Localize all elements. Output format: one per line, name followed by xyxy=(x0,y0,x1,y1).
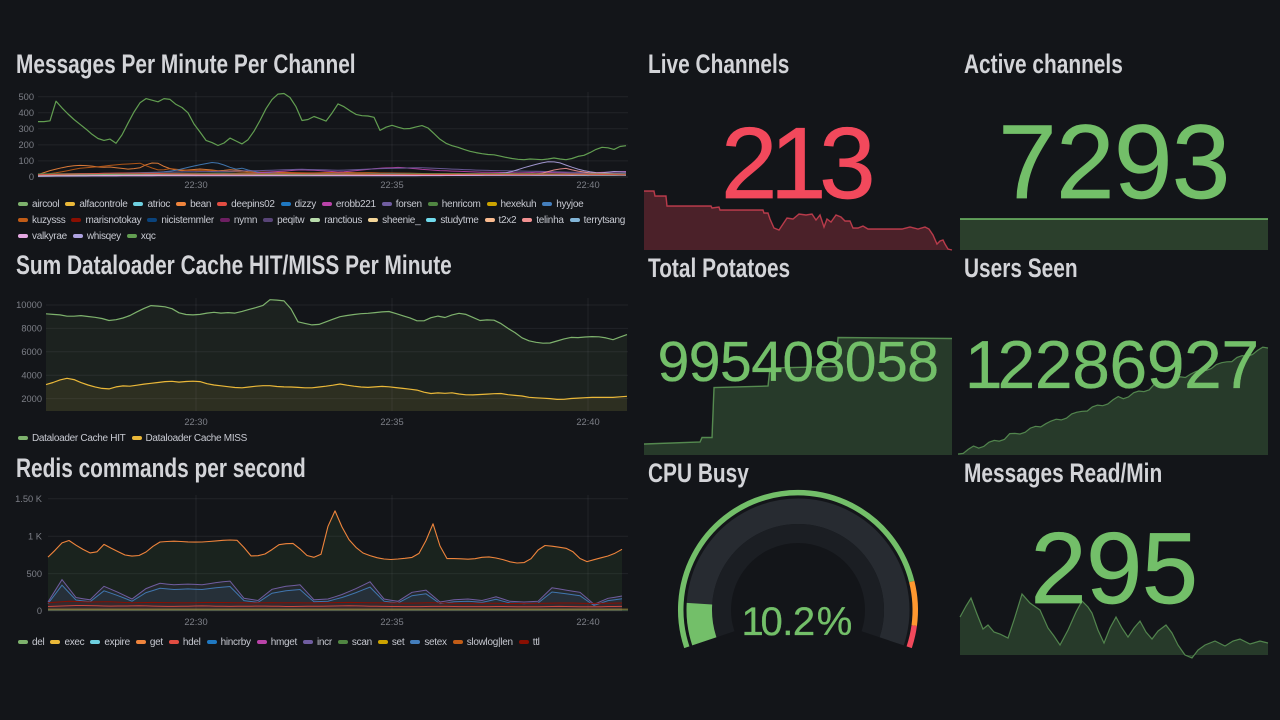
svg-text:22:35: 22:35 xyxy=(380,417,403,427)
svg-text:22:40: 22:40 xyxy=(576,617,599,627)
svg-text:10000: 10000 xyxy=(16,300,42,310)
svg-text:1.50 K: 1.50 K xyxy=(15,494,43,504)
svg-text:8000: 8000 xyxy=(21,324,42,334)
svg-text:0: 0 xyxy=(37,606,42,616)
svg-text:22:30: 22:30 xyxy=(184,617,207,627)
svg-text:200: 200 xyxy=(18,140,34,150)
svg-text:100: 100 xyxy=(18,156,34,166)
svg-text:400: 400 xyxy=(18,108,34,118)
svg-text:22:35: 22:35 xyxy=(380,180,403,190)
svg-text:1 K: 1 K xyxy=(28,531,43,541)
svg-text:300: 300 xyxy=(18,124,34,134)
svg-text:500: 500 xyxy=(26,569,42,579)
svg-text:22:30: 22:30 xyxy=(184,180,207,190)
svg-text:22:30: 22:30 xyxy=(184,417,207,427)
svg-text:6000: 6000 xyxy=(21,347,42,357)
svg-text:4000: 4000 xyxy=(21,370,42,380)
svg-text:22:35: 22:35 xyxy=(380,617,403,627)
svg-text:0: 0 xyxy=(29,172,34,182)
svg-text:500: 500 xyxy=(18,92,34,102)
svg-text:22:40: 22:40 xyxy=(576,180,599,190)
svg-text:2000: 2000 xyxy=(21,394,42,404)
svg-text:22:40: 22:40 xyxy=(576,417,599,427)
